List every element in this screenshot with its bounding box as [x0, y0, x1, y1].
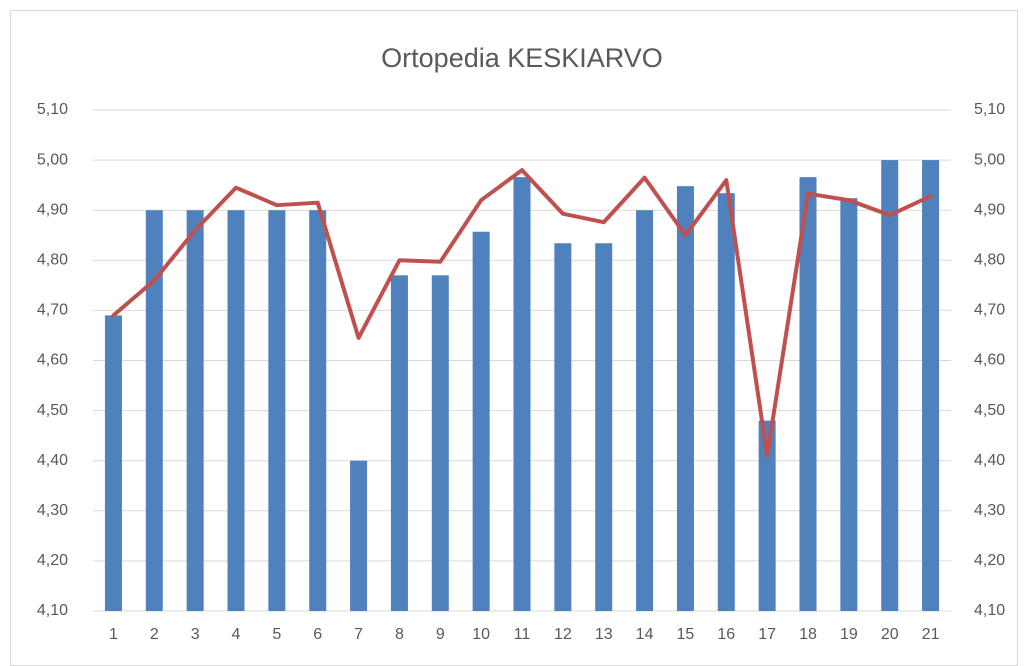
bar	[309, 210, 327, 611]
x-tick-label: 12	[554, 626, 572, 643]
bar	[145, 210, 163, 611]
x-tick-label: 8	[395, 626, 404, 643]
x-tick-label: 13	[595, 626, 613, 643]
y2-tick-label: 4,50	[974, 402, 1005, 419]
bar	[472, 231, 490, 612]
x-tick-label: 19	[840, 626, 858, 643]
y2-tick-label: 5,00	[974, 151, 1005, 168]
bar	[636, 210, 654, 611]
bar	[922, 160, 940, 611]
line	[111, 168, 933, 458]
y2-tick-label: 4,80	[974, 252, 1005, 269]
y-tick-label: 5,00	[37, 151, 68, 168]
y2-tick-label: 4,40	[974, 452, 1005, 469]
y2-tick-label: 5,10	[974, 101, 1005, 118]
bar	[840, 198, 858, 611]
x-tick-label: 2	[150, 626, 159, 643]
y-tick-label: 4,30	[37, 502, 68, 519]
y2-tick-label: 4,90	[974, 201, 1005, 218]
x-tick-label: 17	[758, 626, 776, 643]
x-tick-label: 10	[472, 626, 490, 643]
x-tick-label: 15	[677, 626, 695, 643]
y-tick-label: 4,80	[37, 252, 68, 269]
y-tick-label: 4,20	[37, 552, 68, 569]
x-tick-label: 11	[514, 626, 531, 643]
y2-tick-label: 4,20	[974, 552, 1005, 569]
bar	[881, 160, 899, 611]
bar	[554, 243, 572, 612]
bar	[799, 177, 817, 611]
bar	[758, 420, 776, 611]
x-tick-label: 1	[109, 626, 118, 643]
y2-tick-label: 4,10	[974, 602, 1005, 619]
x-tick-label: 3	[191, 626, 200, 643]
y2-tick-label: 4,60	[974, 352, 1005, 369]
x-tick-label: 14	[636, 626, 654, 643]
bar	[186, 210, 204, 611]
x-tick-label: 20	[881, 626, 899, 643]
chart-title: Ortopedia KESKIARVO	[381, 43, 663, 73]
y-tick-label: 4,60	[37, 352, 68, 369]
x-tick-label: 9	[436, 626, 445, 643]
y2-tick-label: 4,70	[974, 302, 1005, 319]
bar	[104, 315, 122, 611]
y2-tick-label: 4,30	[974, 502, 1005, 519]
bar	[717, 193, 735, 611]
x-tick-label: 18	[799, 626, 817, 643]
bar	[268, 210, 286, 611]
bar	[676, 186, 694, 612]
y-tick-label: 4,70	[37, 302, 68, 319]
y-tick-label: 5,10	[37, 101, 68, 118]
x-tick-label: 4	[232, 626, 241, 643]
y-tick-label: 4,50	[37, 402, 68, 419]
bar	[595, 243, 613, 612]
bar	[350, 460, 368, 611]
x-tick-label: 5	[272, 626, 281, 643]
bar	[390, 275, 408, 611]
x-tick-label: 21	[922, 626, 940, 643]
x-tick-label: 7	[354, 626, 363, 643]
y-tick-label: 4,90	[37, 201, 68, 218]
bar	[431, 275, 449, 611]
x-tick-label: 16	[717, 626, 735, 643]
y-tick-label: 4,40	[37, 452, 68, 469]
x-tick-label: 6	[313, 626, 322, 643]
y-tick-label: 4,10	[37, 602, 68, 619]
bar	[513, 177, 531, 611]
bar	[227, 210, 245, 611]
